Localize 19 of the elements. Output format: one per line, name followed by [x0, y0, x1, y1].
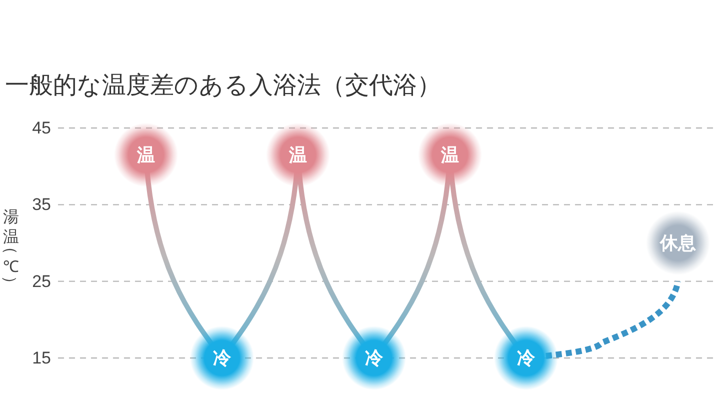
data-label: 冷	[213, 348, 232, 368]
point	[342, 326, 406, 390]
chart-title: 一般的な温度差のある入浴法（交代浴）	[5, 72, 441, 99]
data-label: 冷	[517, 348, 536, 368]
y-axis-title: 湯温（℃）	[1, 209, 19, 292]
y-tick-label: 45	[32, 118, 51, 138]
data-label: 冷	[365, 348, 384, 368]
y-tick-label: 25	[32, 272, 51, 291]
data-label: 温	[288, 144, 307, 165]
y-tick-label: 15	[32, 348, 51, 368]
point	[266, 122, 330, 187]
data-label: 休息	[659, 233, 696, 253]
point	[418, 122, 482, 187]
data-label: 温	[440, 144, 459, 165]
data-label: 温	[136, 144, 155, 165]
y-tick-label: 35	[32, 195, 51, 214]
point	[190, 326, 254, 390]
point	[114, 122, 178, 187]
point	[494, 326, 558, 390]
